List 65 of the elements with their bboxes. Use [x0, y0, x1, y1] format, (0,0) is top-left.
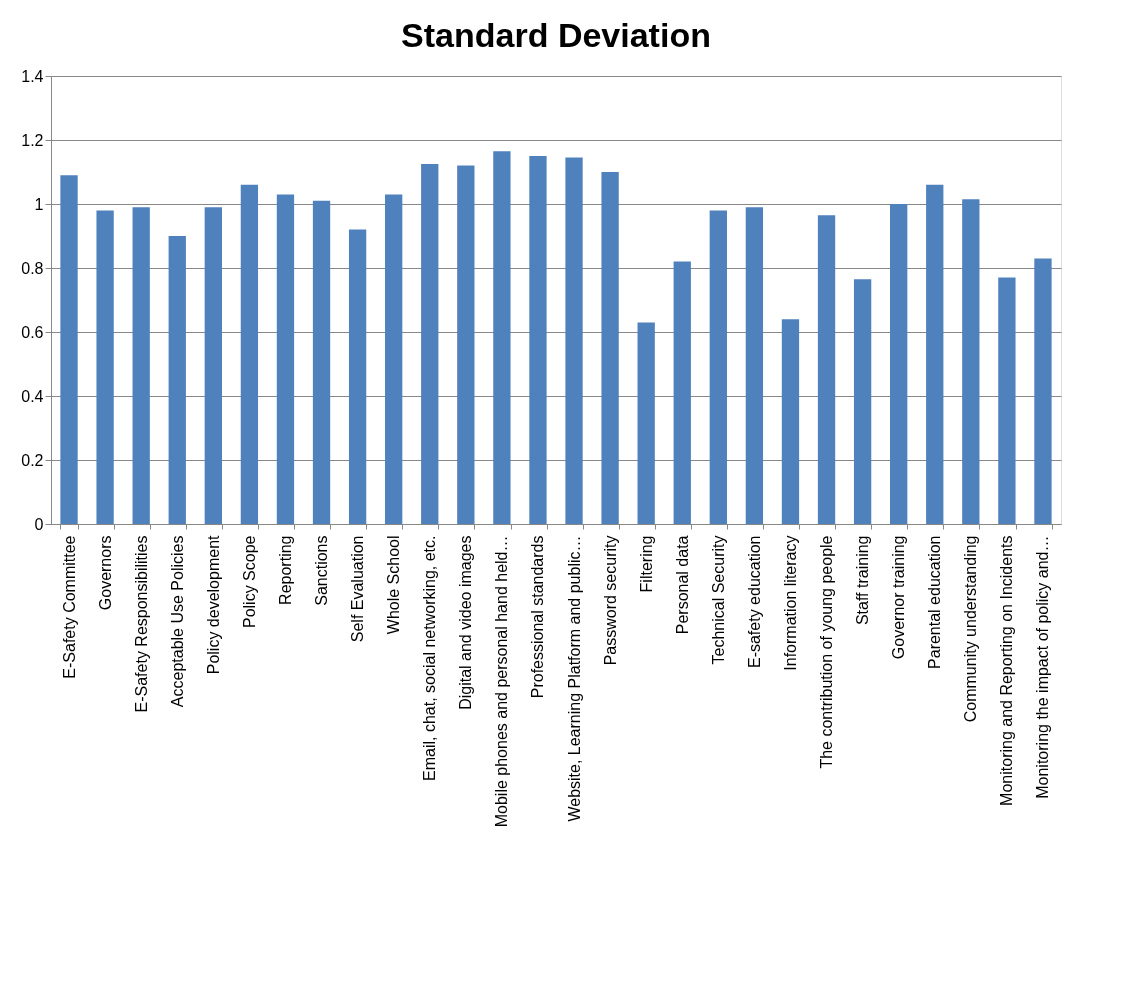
y-tick-label: 0.4 — [21, 387, 44, 405]
bar — [385, 194, 403, 524]
bar — [673, 261, 691, 524]
x-tick-label: Technical Security — [709, 535, 727, 665]
x-tick-label: Governor training — [890, 535, 908, 660]
y-tick-label: 1.2 — [21, 131, 44, 149]
bar — [132, 207, 150, 524]
bar — [421, 164, 439, 524]
bar — [962, 199, 980, 524]
bar — [998, 277, 1016, 524]
x-tick-label: E-Safety Responsibilities — [132, 535, 150, 713]
x-tick-label: Staff training — [854, 535, 872, 626]
x-tick-label: The contribution of young people — [818, 535, 836, 769]
bar — [312, 200, 331, 524]
bar — [204, 207, 222, 524]
y-tick-label: 1 — [34, 195, 44, 213]
y-tick-label: 0.6 — [21, 323, 44, 341]
x-tick-label: Filtering — [637, 535, 655, 593]
x-tick-label: Reporting — [276, 535, 294, 605]
bar — [457, 165, 475, 524]
bar — [276, 194, 295, 524]
x-tick-label: Email, chat, social networking, etc. — [421, 535, 439, 781]
bar — [601, 172, 619, 524]
x-tick-label: Community understanding — [962, 535, 980, 723]
bar — [890, 204, 908, 524]
x-tick-label: Self Evaluation — [349, 535, 367, 643]
bar — [168, 236, 186, 524]
x-tick-label: Mobile phones and personal hand held… — [493, 535, 511, 828]
chart-title: Standard Deviation — [401, 16, 711, 54]
bar — [853, 279, 872, 524]
bar — [1034, 258, 1052, 524]
x-tick-label: Policy Scope — [240, 535, 258, 628]
x-tick-label: Policy development — [204, 534, 222, 675]
x-tick-label: Information literacy — [781, 535, 799, 671]
x-tick-label: Sanctions — [313, 535, 331, 606]
bar — [529, 156, 547, 524]
bar — [493, 151, 511, 524]
bar — [565, 157, 583, 524]
bar — [745, 207, 764, 524]
x-tick-label: Personal data — [673, 535, 691, 635]
bar — [926, 184, 944, 524]
x-tick-label: Monitoring the impact of policy and… — [1034, 535, 1052, 799]
x-tick-label: Governors — [96, 535, 114, 611]
bar — [817, 215, 836, 524]
x-tick-label: Professional standards — [529, 535, 547, 699]
x-tick-label: Website, Learning Platform and public… — [565, 535, 583, 822]
bar — [637, 322, 655, 524]
bar — [96, 210, 114, 524]
bar — [781, 319, 800, 524]
x-tick-label: Whole School — [385, 535, 403, 635]
bar — [709, 210, 727, 524]
x-tick-label: Password security — [601, 535, 619, 666]
x-tick-label: E-safety education — [745, 535, 763, 669]
y-tick-label: 0 — [34, 515, 44, 533]
y-tick-label: 0.2 — [21, 451, 44, 469]
x-tick-label: Digital and video images — [457, 535, 475, 710]
x-tick-label: Acceptable Use Policies — [168, 535, 186, 708]
x-tick-label: E-Safety Committee — [60, 535, 78, 679]
y-tick-label: 1.4 — [21, 67, 44, 85]
bar — [240, 184, 259, 524]
x-tick-label: Parental education — [926, 535, 944, 669]
bar — [348, 229, 367, 524]
y-tick-label: 0.8 — [21, 259, 44, 277]
bar — [60, 175, 78, 524]
x-tick-label: Monitoring and Reporting on Incidents — [998, 535, 1016, 806]
